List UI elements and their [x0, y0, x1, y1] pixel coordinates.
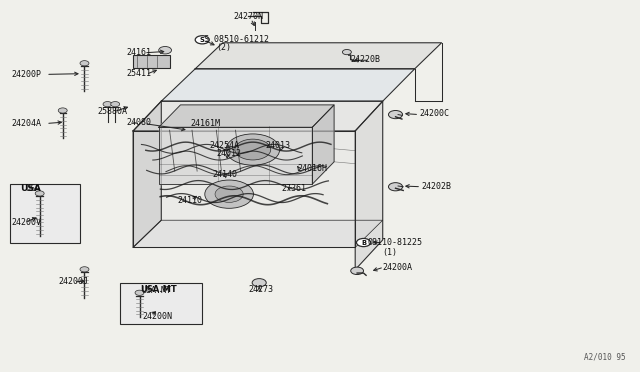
Text: B: B	[361, 240, 366, 246]
Text: USA: USA	[20, 184, 41, 193]
Polygon shape	[133, 131, 355, 247]
Text: 24161M: 24161M	[191, 119, 221, 128]
Text: 24013: 24013	[266, 141, 291, 150]
Circle shape	[195, 36, 209, 44]
Text: (1): (1)	[383, 248, 397, 257]
Text: 24270N: 24270N	[234, 12, 264, 21]
Circle shape	[205, 180, 253, 208]
Text: 24204A: 24204A	[12, 119, 42, 128]
Circle shape	[111, 102, 120, 107]
Text: 24254A: 24254A	[210, 141, 240, 150]
Polygon shape	[161, 69, 415, 101]
Text: USA: USA	[26, 185, 41, 193]
Text: USA.MT: USA.MT	[140, 285, 177, 294]
Text: 24080: 24080	[127, 118, 152, 126]
Text: 24202B: 24202B	[421, 182, 451, 191]
Text: 08110-81225: 08110-81225	[368, 238, 423, 247]
Text: 24200A: 24200A	[383, 263, 413, 272]
Circle shape	[252, 279, 266, 287]
Text: 25411: 25411	[127, 69, 152, 78]
Text: 24200C: 24200C	[419, 109, 449, 118]
Circle shape	[388, 110, 403, 119]
Circle shape	[103, 102, 112, 107]
Polygon shape	[312, 105, 334, 184]
Circle shape	[159, 46, 172, 54]
Circle shape	[342, 49, 351, 55]
Text: 24110: 24110	[178, 196, 203, 205]
Polygon shape	[159, 127, 312, 184]
Circle shape	[35, 191, 44, 196]
Text: 24016H: 24016H	[298, 164, 328, 173]
Text: S: S	[200, 37, 205, 43]
Text: 27361: 27361	[282, 185, 307, 193]
Circle shape	[135, 290, 144, 295]
Text: USA.MT: USA.MT	[142, 286, 172, 295]
Bar	[120, 283, 202, 324]
Circle shape	[215, 186, 243, 202]
Circle shape	[58, 108, 67, 113]
Text: 24161: 24161	[127, 48, 152, 57]
Text: (2): (2)	[216, 43, 231, 52]
Circle shape	[80, 61, 89, 66]
Text: 24200N: 24200N	[142, 312, 172, 321]
Circle shape	[80, 267, 89, 272]
Text: 24012: 24012	[216, 149, 241, 158]
Circle shape	[235, 139, 271, 160]
Text: 24220B: 24220B	[351, 55, 381, 64]
Circle shape	[388, 183, 403, 191]
Polygon shape	[133, 101, 161, 247]
Circle shape	[351, 267, 364, 275]
Text: S 08510-61212: S 08510-61212	[204, 35, 269, 44]
Text: 24200J: 24200J	[59, 278, 89, 286]
Text: 24273: 24273	[248, 285, 273, 294]
Text: 24200P: 24200P	[12, 70, 42, 79]
Bar	[10, 184, 80, 243]
Text: A2/010 95: A2/010 95	[584, 353, 626, 362]
Polygon shape	[159, 105, 334, 127]
Text: 25880A: 25880A	[97, 107, 127, 116]
Polygon shape	[355, 101, 383, 270]
Circle shape	[356, 238, 371, 247]
Circle shape	[226, 134, 280, 165]
Bar	[133, 55, 170, 68]
Polygon shape	[133, 220, 383, 247]
Text: 24200V: 24200V	[12, 218, 42, 227]
Text: 24140: 24140	[212, 170, 237, 179]
Polygon shape	[195, 43, 442, 69]
Polygon shape	[133, 101, 383, 131]
